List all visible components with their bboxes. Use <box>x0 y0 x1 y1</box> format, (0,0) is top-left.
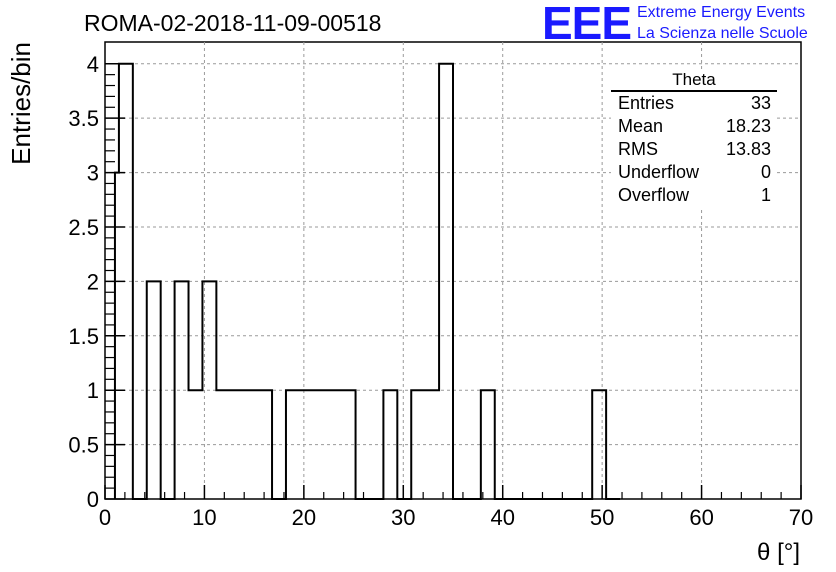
x-tick-label: 40 <box>490 505 514 530</box>
x-tick-label: 20 <box>292 505 316 530</box>
stats-row-mean: Mean 18.23 <box>611 115 777 138</box>
x-tick-label: 50 <box>590 505 614 530</box>
stats-label: Underflow <box>618 162 700 182</box>
y-tick-label: 0 <box>87 487 99 512</box>
stats-value: 0 <box>760 162 771 182</box>
x-tick-label: 70 <box>789 505 813 530</box>
x-tick-label: 0 <box>99 505 111 530</box>
y-tick-label: 4 <box>87 52 99 77</box>
y-tick-label: 3 <box>87 161 99 186</box>
y-tick-label: 2.5 <box>68 215 99 240</box>
histogram-bars <box>113 62 621 500</box>
x-tick-label: 60 <box>689 505 713 530</box>
x-tick-label: 10 <box>192 505 216 530</box>
y-tick-label: 1 <box>87 378 99 403</box>
y-tick-label: 2 <box>87 269 99 294</box>
stats-value: 33 <box>750 93 771 113</box>
y-axis-label: Entries/bin <box>6 42 36 165</box>
histogram-outline <box>113 62 621 500</box>
y-tick-label: 0.5 <box>68 433 99 458</box>
stats-row-entries: Entries 33 <box>611 92 777 115</box>
x-tick-label: 30 <box>391 505 415 530</box>
eee-logo-mark: EEE <box>542 0 632 49</box>
stats-label: Entries <box>618 93 675 113</box>
stats-row-overflow: Overflow 1 <box>611 184 777 207</box>
stats-value: 1 <box>760 185 771 205</box>
stats-label: RMS <box>618 139 658 159</box>
chart-title: ROMA-02-2018-11-09-00518 <box>84 10 382 36</box>
stats-label: Overflow <box>618 185 690 205</box>
stats-box-title: Theta <box>611 70 777 92</box>
stats-value: 13.83 <box>725 139 771 159</box>
y-tick-label: 3.5 <box>68 106 99 131</box>
logo-text-line-1: Extreme Energy Events <box>637 4 806 21</box>
logo-text-line-2: La Scienza nelle Scuole <box>637 25 808 42</box>
stats-value: 18.23 <box>725 116 771 136</box>
stats-row-rms: RMS 13.83 <box>611 138 777 161</box>
stats-box: Theta Entries 33 Mean 18.23 RMS 13.83 Un… <box>611 70 777 207</box>
stats-row-underflow: Underflow 0 <box>611 161 777 184</box>
y-tick-label: 1.5 <box>68 324 99 349</box>
stats-label: Mean <box>618 116 664 136</box>
x-axis-label: θ [°] <box>757 539 800 566</box>
